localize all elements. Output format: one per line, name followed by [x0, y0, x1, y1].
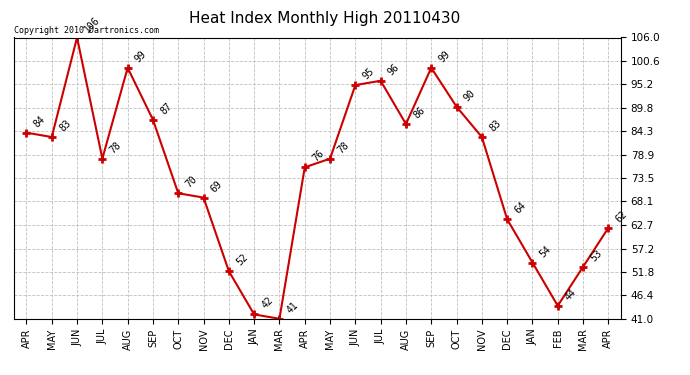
Text: 69: 69: [209, 178, 224, 194]
Text: Heat Index Monthly High 20110430: Heat Index Monthly High 20110430: [188, 11, 460, 26]
Text: 53: 53: [589, 248, 604, 263]
Text: 54: 54: [538, 244, 553, 259]
Text: 70: 70: [184, 174, 199, 190]
Text: 86: 86: [411, 105, 427, 120]
Text: 78: 78: [335, 140, 351, 155]
Text: 106: 106: [83, 14, 102, 34]
Text: 41: 41: [285, 300, 300, 315]
Text: 44: 44: [563, 287, 579, 302]
Text: 96: 96: [386, 62, 402, 77]
Text: 64: 64: [513, 200, 528, 216]
Text: Copyright 2010 Dartronics.com: Copyright 2010 Dartronics.com: [14, 26, 159, 35]
Text: 95: 95: [361, 66, 376, 81]
Text: 84: 84: [32, 114, 48, 129]
Text: 99: 99: [133, 49, 148, 64]
Text: 99: 99: [437, 49, 452, 64]
Text: 52: 52: [235, 252, 250, 268]
Text: 62: 62: [614, 209, 629, 224]
Text: 83: 83: [57, 118, 72, 134]
Text: 90: 90: [462, 88, 477, 103]
Text: 87: 87: [159, 101, 174, 116]
Text: 83: 83: [487, 118, 503, 134]
Text: 78: 78: [108, 140, 124, 155]
Text: 76: 76: [310, 148, 326, 164]
Text: 42: 42: [259, 296, 275, 311]
